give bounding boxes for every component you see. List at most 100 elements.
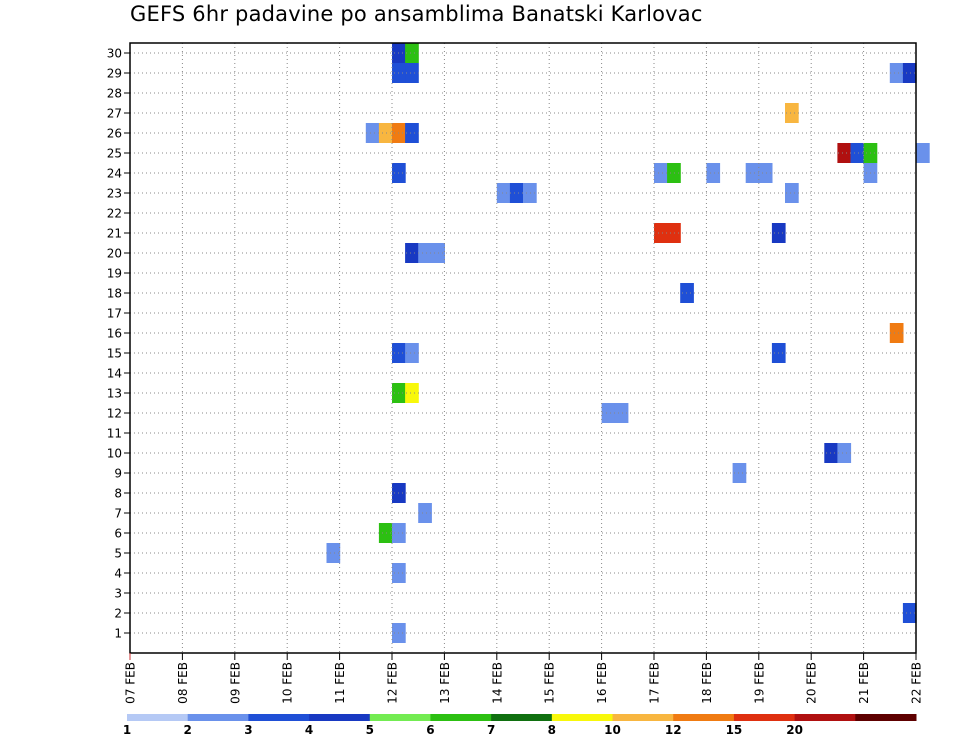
cell-23 [509,183,524,203]
legend-swatch-2 [248,714,310,721]
cell-5 [902,63,917,83]
y-tick-label-17: 17 [107,307,122,321]
x-tick-label-3: 10 FEB [281,662,295,704]
legend-label-5: 6 [426,723,434,737]
y-tick-label-9: 9 [114,467,122,481]
y-tick-label-12: 12 [107,407,122,421]
y-tick-label-2: 2 [114,607,122,621]
cell-20 [758,163,773,183]
y-tick-label-3: 3 [114,587,122,601]
y-tick-label-4: 4 [114,567,122,581]
legend-swatch-8 [612,714,674,721]
y-tick-label-22: 22 [107,207,122,221]
cell-29 [405,243,419,263]
legend-label-2: 3 [244,723,252,737]
y-tick-label-7: 7 [114,507,122,521]
cell-3 [405,63,419,83]
cell-19 [745,163,760,183]
cell-18 [706,163,721,183]
cell-39 [601,403,616,423]
legend-swatch-6 [491,714,553,721]
cells-layer [326,43,930,643]
y-tick-label-25: 25 [107,147,122,161]
x-tick-label-2: 09 FEB [228,662,242,704]
cell-7 [365,123,380,143]
y-tick-label-29: 29 [107,67,122,81]
y-tick-label-14: 14 [107,367,122,381]
x-axis: 07 FEB 08 FEB 09 FEB 10 FEB 11 FEB 12 FEB 13 F… [124,653,924,704]
y-tick-label-5: 5 [114,547,122,561]
legend-swatch-4 [369,714,431,721]
x-tick-label-11: 18 FEB [700,662,714,704]
legend-swatch-9 [673,714,735,721]
y-tick-label-11: 11 [107,427,122,441]
cell-42 [837,443,852,463]
x-tick-label-4: 11 FEB [333,662,347,704]
y-tick-label-18: 18 [107,287,122,301]
x-tick-label-9: 16 FEB [595,662,609,704]
plot-frame [129,42,917,654]
legend-label-7: 8 [548,723,556,737]
legend-label-4: 5 [366,723,374,737]
y-tick-label-10: 10 [107,447,122,461]
cell-26 [654,223,668,243]
legend-swatch-0 [127,714,189,721]
x-tick-label-14: 21 FEB [857,662,871,704]
y-tick-label-28: 28 [107,87,122,101]
cell-33 [889,323,904,343]
cell-27 [667,223,681,243]
cell-45 [418,503,432,523]
y-tick-label-13: 13 [107,387,122,401]
y-tick-label-16: 16 [107,327,122,341]
cell-48 [326,543,341,563]
color-legend: 1 2 3 4 5 6 7 8 10 12 15 20 [123,714,917,737]
legend-label-3: 4 [305,723,313,737]
y-tick-label-8: 8 [114,487,122,501]
x-tick-label-6: 13 FEB [438,662,452,704]
x-tick-label-5: 12 FEB [386,662,400,704]
cell-50 [902,603,917,623]
cell-6 [785,103,799,123]
legend-swatch-3 [309,714,371,721]
cell-1 [405,43,419,63]
cell-11 [837,143,852,163]
y-tick-label-19: 19 [107,267,122,281]
y-tick-label-27: 27 [107,107,122,121]
cell-8 [378,123,393,143]
x-tick-label-0: 07 FEB [124,662,138,704]
cell-14 [916,143,930,163]
y-tick-label-21: 21 [107,227,122,241]
cell-38 [405,383,419,403]
y-tick-label-24: 24 [107,167,122,181]
x-tick-label-12: 19 FEB [752,662,766,704]
y-tick-label-15: 15 [107,347,122,361]
legend-label-11: 20 [786,723,803,737]
y-tick-label-30: 30 [107,47,122,61]
cell-10 [405,123,419,143]
cell-30 [418,243,432,263]
legend-label-6: 7 [487,723,495,737]
x-tick-label-13: 20 FEB [805,662,819,704]
legend-label-9: 12 [665,723,682,737]
legend-swatch-11 [794,714,856,721]
cell-41 [824,443,838,463]
legend-label-1: 2 [184,723,192,737]
cell-4 [889,63,904,83]
y-tick-label-26: 26 [107,127,122,141]
y-tick-label-23: 23 [107,187,122,201]
x-tick-label-7: 14 FEB [490,662,504,704]
cell-16 [654,163,668,183]
cell-17 [667,163,681,183]
cell-12 [850,143,865,163]
legend-label-10: 15 [726,723,743,737]
y-axis: 1234567891011121314151617181920212223242… [107,47,130,641]
y-tick-label-1: 1 [114,627,122,641]
cell-32 [680,283,694,303]
legend-swatch-7 [551,714,614,721]
x-tick-label-15: 22 FEB [910,662,924,704]
cell-22 [496,183,511,203]
cell-25 [785,183,799,203]
legend-swatch-12 [855,714,917,721]
y-tick-label-20: 20 [107,247,122,261]
